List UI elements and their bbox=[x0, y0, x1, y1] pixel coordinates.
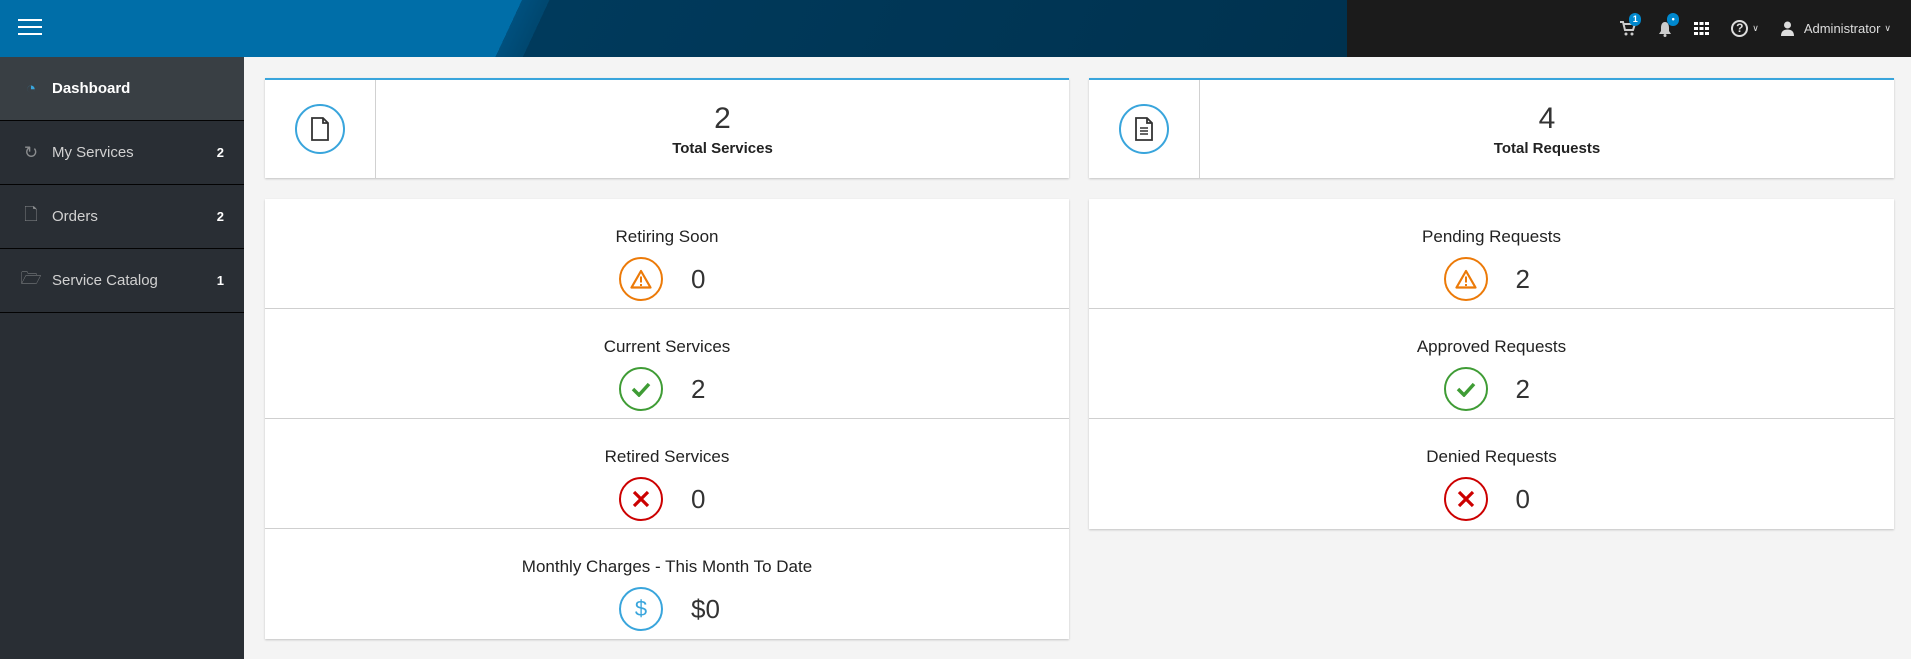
file-icon: 🗋 bbox=[24, 205, 38, 224]
sidebar-item-service-catalog[interactable]: 🗁 Service Catalog 1 bbox=[0, 249, 244, 313]
stat-row[interactable]: Approved Requests 2 bbox=[1089, 309, 1894, 419]
stat-row[interactable]: Retired Services 0 bbox=[265, 419, 1069, 529]
folder-open-icon: 🗁 bbox=[20, 269, 42, 288]
grid-icon bbox=[1694, 22, 1710, 35]
total-services-card[interactable]: 2 Total Services bbox=[265, 78, 1069, 178]
total-services-label: Total Services bbox=[672, 140, 773, 157]
stat-value: 0 bbox=[691, 263, 706, 294]
sidebar-item-orders[interactable]: 🗋 Orders 2 bbox=[0, 185, 244, 249]
count-badge: 2 bbox=[216, 145, 224, 160]
stat-value: 2 bbox=[1515, 263, 1530, 294]
stat-row[interactable]: Pending Requests 2 bbox=[1089, 199, 1894, 309]
file-text-icon bbox=[1119, 104, 1169, 154]
notifications-button[interactable]: • bbox=[1658, 12, 1680, 37]
cart-button[interactable]: 1 bbox=[1620, 13, 1642, 36]
total-services-value: 2 bbox=[714, 102, 731, 135]
count-badge: 1 bbox=[216, 273, 224, 288]
stat-value: 0 bbox=[1515, 483, 1530, 514]
sidebar-item-dashboard[interactable]: ◔ Dashboard bbox=[0, 57, 244, 121]
cart-badge: 1 bbox=[1629, 13, 1642, 26]
notifications-badge: • bbox=[1667, 12, 1680, 26]
total-requests-label: Total Requests bbox=[1493, 140, 1601, 157]
sidebar-item-my-services[interactable]: ↻ My Services 2 bbox=[0, 121, 244, 185]
stat-label: Denied Requests bbox=[1426, 447, 1557, 466]
stat-label: Approved Requests bbox=[1416, 337, 1567, 356]
stat-label: Pending Requests bbox=[1422, 227, 1561, 246]
close-icon bbox=[1443, 477, 1488, 521]
chevron-down-icon: ∨ bbox=[1884, 23, 1891, 33]
brand-banner bbox=[0, 0, 1347, 57]
user-icon bbox=[1780, 21, 1794, 36]
stat-label: Retiring Soon bbox=[615, 227, 719, 246]
stat-label: Monthly Charges - This Month To Date bbox=[521, 557, 813, 576]
chevron-down-icon: ∨ bbox=[1752, 23, 1759, 33]
check-icon bbox=[619, 367, 663, 411]
total-requests-card[interactable]: 4 Total Requests bbox=[1089, 78, 1894, 178]
requests-stats-card: Pending Requests 2 Approved Requests 2 Den… bbox=[1089, 199, 1894, 529]
help-menu[interactable]: ? ∨ bbox=[1731, 20, 1759, 37]
warning-icon bbox=[1443, 257, 1488, 301]
user-name: Administrator bbox=[1803, 21, 1881, 36]
stat-label: Retired Services bbox=[604, 447, 730, 466]
count-badge: 2 bbox=[216, 209, 224, 224]
stat-row[interactable]: Denied Requests 0 bbox=[1089, 419, 1894, 529]
stat-value: $0 bbox=[691, 593, 720, 624]
services-icon: ↻ bbox=[23, 142, 39, 162]
services-stats-card: Retiring Soon 0 Current Services 2 Retired… bbox=[265, 199, 1069, 639]
hamburger-icon[interactable] bbox=[18, 19, 42, 37]
dashboard-icon: ◔ bbox=[25, 78, 37, 98]
stat-row[interactable]: Monthly Charges - This Month To Date $ $… bbox=[265, 529, 1069, 639]
stat-row[interactable]: Retiring Soon 0 bbox=[265, 199, 1069, 309]
apps-button[interactable] bbox=[1694, 22, 1710, 35]
stat-value: 2 bbox=[1515, 373, 1530, 404]
sidebar: ◔ Dashboard ↻ My Services 2 🗋 Orders 2 🗁… bbox=[0, 57, 244, 659]
dollar-icon: $ bbox=[619, 587, 663, 631]
file-icon bbox=[295, 104, 345, 154]
stat-label: Current Services bbox=[603, 337, 731, 356]
total-requests-value: 4 bbox=[1538, 102, 1556, 135]
stat-row[interactable]: Current Services 2 bbox=[265, 309, 1069, 419]
close-icon bbox=[619, 477, 663, 521]
help-icon: ? bbox=[1731, 20, 1749, 37]
stat-value: 2 bbox=[691, 373, 706, 404]
top-header: 1 • ? ∨ Administrator ∨ bbox=[0, 0, 1911, 57]
stat-value: 0 bbox=[691, 483, 706, 514]
check-icon bbox=[1443, 367, 1488, 411]
user-menu[interactable]: Administrator ∨ bbox=[1780, 21, 1891, 36]
warning-icon bbox=[619, 257, 663, 301]
